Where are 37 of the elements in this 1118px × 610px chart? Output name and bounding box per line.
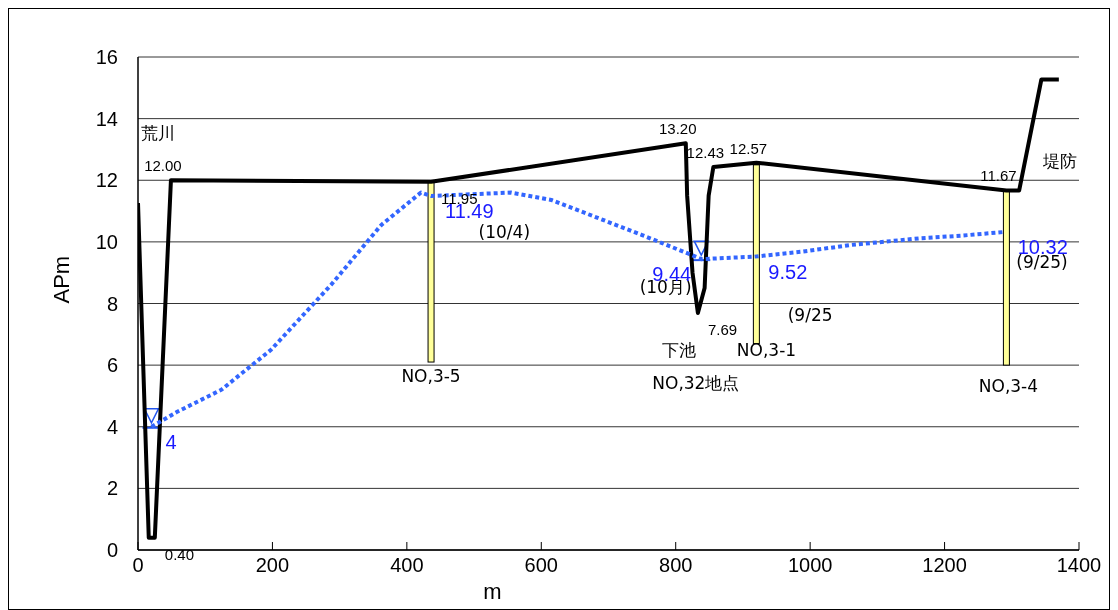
annotation: 荒川 [141,123,176,144]
y-tick-label: 8 [106,292,118,315]
y-tick-label: 16 [95,46,118,69]
y-tick-label: 14 [95,107,118,130]
x-tick-label: 1000 [787,554,833,577]
annotation: (9/25 [787,304,833,325]
x-tick-label: 0 [132,554,144,577]
y-tick-label: 6 [106,354,118,377]
annotation: NO,3-1 [736,340,797,361]
y-tick-label: 12 [95,169,118,192]
annotation: NO,32地点 [652,372,740,393]
data-label: 12.43 [686,144,725,161]
y-axis-title: APm [48,255,74,304]
x-tick-label: 600 [524,554,558,577]
data-label: 0.40 [164,545,195,563]
y-tick-label: 10 [95,230,118,253]
x-tick-label: 1200 [922,554,967,577]
annotation: 堤防 [1042,150,1078,171]
data-label: 13.20 [659,120,697,138]
x-tick-label: 400 [390,554,424,577]
data-label: 9.52 [768,260,808,283]
data-label: 7.69 [707,321,738,339]
x-tick-label: 200 [255,554,290,577]
y-tick-label: 2 [106,477,118,500]
x-tick-label: 800 [659,554,693,577]
annotation: (10/4) [478,221,531,242]
data-label: 12.57 [729,139,768,157]
data-label: 11.67 [980,167,1017,185]
data-label: 12.00 [144,157,182,175]
data-label: 4 [165,430,177,453]
annotation: NO,3-5 [401,366,461,387]
x-tick-label: 1400 [1056,554,1102,577]
x-axis-title: m [483,579,502,604]
annotation: NO,3-4 [978,375,1039,396]
annotation: 下池 [662,340,697,361]
y-tick-label: 4 [106,415,118,438]
y-tick-label: 0 [106,539,118,562]
